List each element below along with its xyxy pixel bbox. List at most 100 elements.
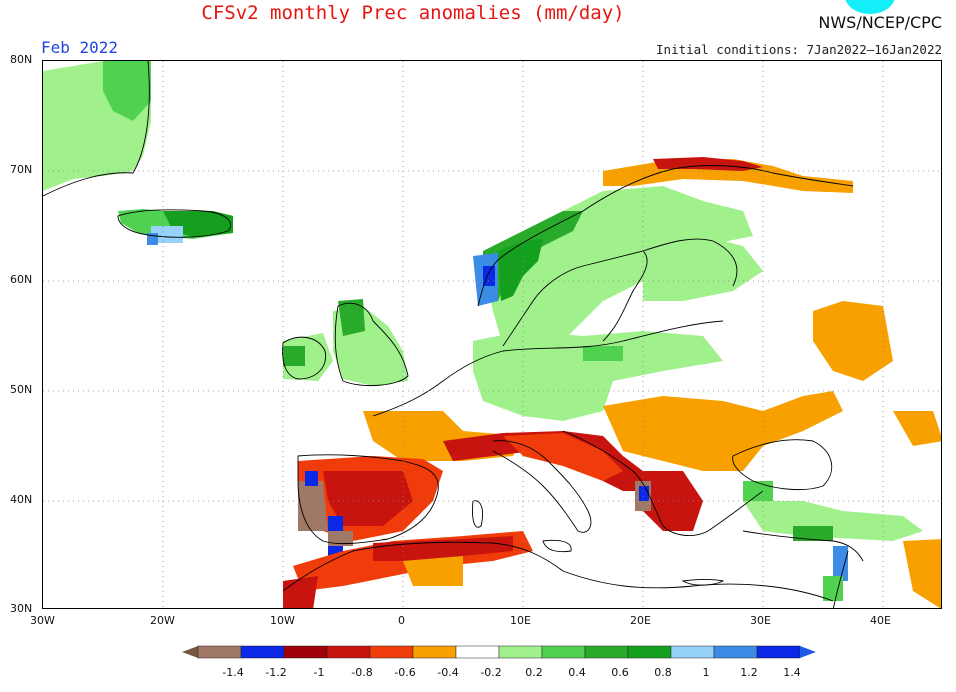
- x-tick-label: 10E: [510, 614, 531, 627]
- shade-central-europe: [473, 331, 723, 421]
- map-title: CFSv2 monthly Prec anomalies (mm/day): [201, 2, 625, 24]
- shade-scotland: [338, 299, 365, 336]
- shade-norway-dark: [498, 239, 543, 301]
- shade-italy-orange: [503, 433, 623, 481]
- coast-finland: [642, 238, 738, 287]
- colorbar-swatch: [670, 645, 715, 659]
- coast-continent-north: [372, 320, 724, 417]
- colorbar-swatch: [498, 645, 543, 659]
- colorbar-swatch: [240, 645, 285, 659]
- y-tick-label: 70N: [10, 163, 33, 176]
- initial-conditions: Initial conditions: 7Jan2022–16Jan2022: [656, 42, 942, 57]
- shade-iceland-blue: [151, 226, 183, 243]
- shade-turkey-green: [743, 501, 923, 541]
- colorbar-label: 0.2: [525, 666, 543, 679]
- colorbar-swatch: [283, 645, 328, 659]
- colorbar-swatch: [713, 645, 758, 659]
- colorbar-label: 1.4: [783, 666, 801, 679]
- y-tick-label: 30N: [10, 602, 33, 615]
- coast-balkans: [562, 430, 764, 537]
- colorbar-label: -0.4: [437, 666, 458, 679]
- x-tick-label: 0: [398, 614, 405, 627]
- colorbar-swatch: [584, 645, 629, 659]
- shade-caspian-orange: [893, 411, 941, 446]
- colorbar-swatch: [326, 645, 371, 659]
- colorbar-swatch: [756, 645, 801, 659]
- shade-levant-green: [823, 576, 843, 601]
- colorbar-left-arrow: [182, 646, 198, 658]
- shade-gib-brown: [328, 531, 353, 546]
- coast-ireland: [282, 336, 326, 380]
- colorbar-label: 0.4: [568, 666, 586, 679]
- colorbar-swatch: [369, 645, 414, 659]
- x-tick-label: 40E: [870, 614, 891, 627]
- shade-ukraine-orange: [603, 391, 843, 471]
- coast-italy: [492, 440, 592, 533]
- shade-iran-orange: [903, 539, 941, 608]
- agency-label: NWS/NCEP/CPC: [818, 13, 942, 32]
- coast-iberia: [297, 454, 439, 545]
- shade-turkey-dark: [793, 526, 833, 541]
- coast-north-africa: [282, 541, 834, 602]
- shade-levant-blue: [833, 546, 848, 581]
- coast-norway: [477, 165, 854, 307]
- x-tick-label: 30W: [30, 614, 55, 627]
- colorbar-label: -1.2: [265, 666, 286, 679]
- colorbar-label: -1.4: [222, 666, 243, 679]
- shade-poland-mid: [583, 346, 623, 361]
- colorbar-label: 0.6: [611, 666, 629, 679]
- shade-morocco-red: [283, 576, 318, 608]
- coast-sardinia: [472, 500, 484, 528]
- coast-britain: [334, 302, 409, 386]
- coast-turkey-south: [742, 530, 864, 562]
- shade-russia-orange: [813, 301, 893, 381]
- colorbar-swatch: [412, 645, 457, 659]
- gridlines: [43, 61, 941, 608]
- shade-finland: [643, 236, 763, 301]
- x-tick-label: 20E: [630, 614, 651, 627]
- shade-greenland-mid: [103, 61, 151, 121]
- shade-aegean-green: [743, 481, 773, 501]
- shade-portugal-blue: [305, 471, 318, 486]
- colorbar-label: -0.8: [351, 666, 372, 679]
- logo-badge: [845, 0, 895, 14]
- colorbar-swatch: [541, 645, 586, 659]
- colorbar-swatch: [627, 645, 672, 659]
- coast-iceland: [117, 209, 232, 238]
- x-tick-label: 10W: [270, 614, 295, 627]
- y-tick-label: 60N: [10, 273, 33, 286]
- map-canvas: [43, 61, 941, 608]
- shade-portugal-brown: [298, 481, 328, 531]
- colorbar-label: 1: [703, 666, 710, 679]
- coast-levant: [832, 550, 849, 608]
- colorbar-label: 1.2: [740, 666, 758, 679]
- shade-iberia-dark: [323, 471, 413, 526]
- x-tick-label: 20W: [150, 614, 175, 627]
- forecast-period: Feb 2022: [41, 38, 119, 57]
- colorbar-label: -0.2: [480, 666, 501, 679]
- shade-greece-blue: [639, 486, 649, 501]
- colorbar-svg: -1.4 -1.2 -1 -0.8 -0.6 -0.4 -0.2 0.2 0.4 0.6 0.8 1 1…: [182, 645, 816, 679]
- colorbar-right-arrow: [800, 646, 816, 658]
- coastlines: [43, 61, 864, 608]
- colorbar-swatch: [455, 645, 500, 659]
- map-plot-area: [42, 60, 942, 609]
- coast-greenland: [43, 61, 150, 197]
- shade-nafrica-orange: [403, 556, 463, 586]
- colorbar-label: -1: [314, 666, 325, 679]
- shade-norway-green: [483, 211, 583, 301]
- shade-arctic-red: [653, 157, 763, 171]
- coast-black-sea: [732, 439, 833, 491]
- colorbar-swatch: [197, 645, 242, 659]
- coast-sicily: [542, 539, 572, 553]
- x-tick-label: 30E: [750, 614, 771, 627]
- y-tick-label: 80N: [10, 53, 33, 66]
- colorbar-label: -0.6: [394, 666, 415, 679]
- coast-crete: [681, 579, 725, 586]
- colorbar: -1.4 -1.2 -1 -0.8 -0.6 -0.4 -0.2 0.2 0.4 0.6 0.8 1 1…: [0, 640, 956, 688]
- coast-sweden-baltic: [502, 250, 648, 347]
- colorbar-label: 0.8: [654, 666, 672, 679]
- shade-norway-blue2: [483, 266, 495, 286]
- shade-ireland-green: [283, 346, 305, 366]
- anomaly-shading: [43, 61, 941, 608]
